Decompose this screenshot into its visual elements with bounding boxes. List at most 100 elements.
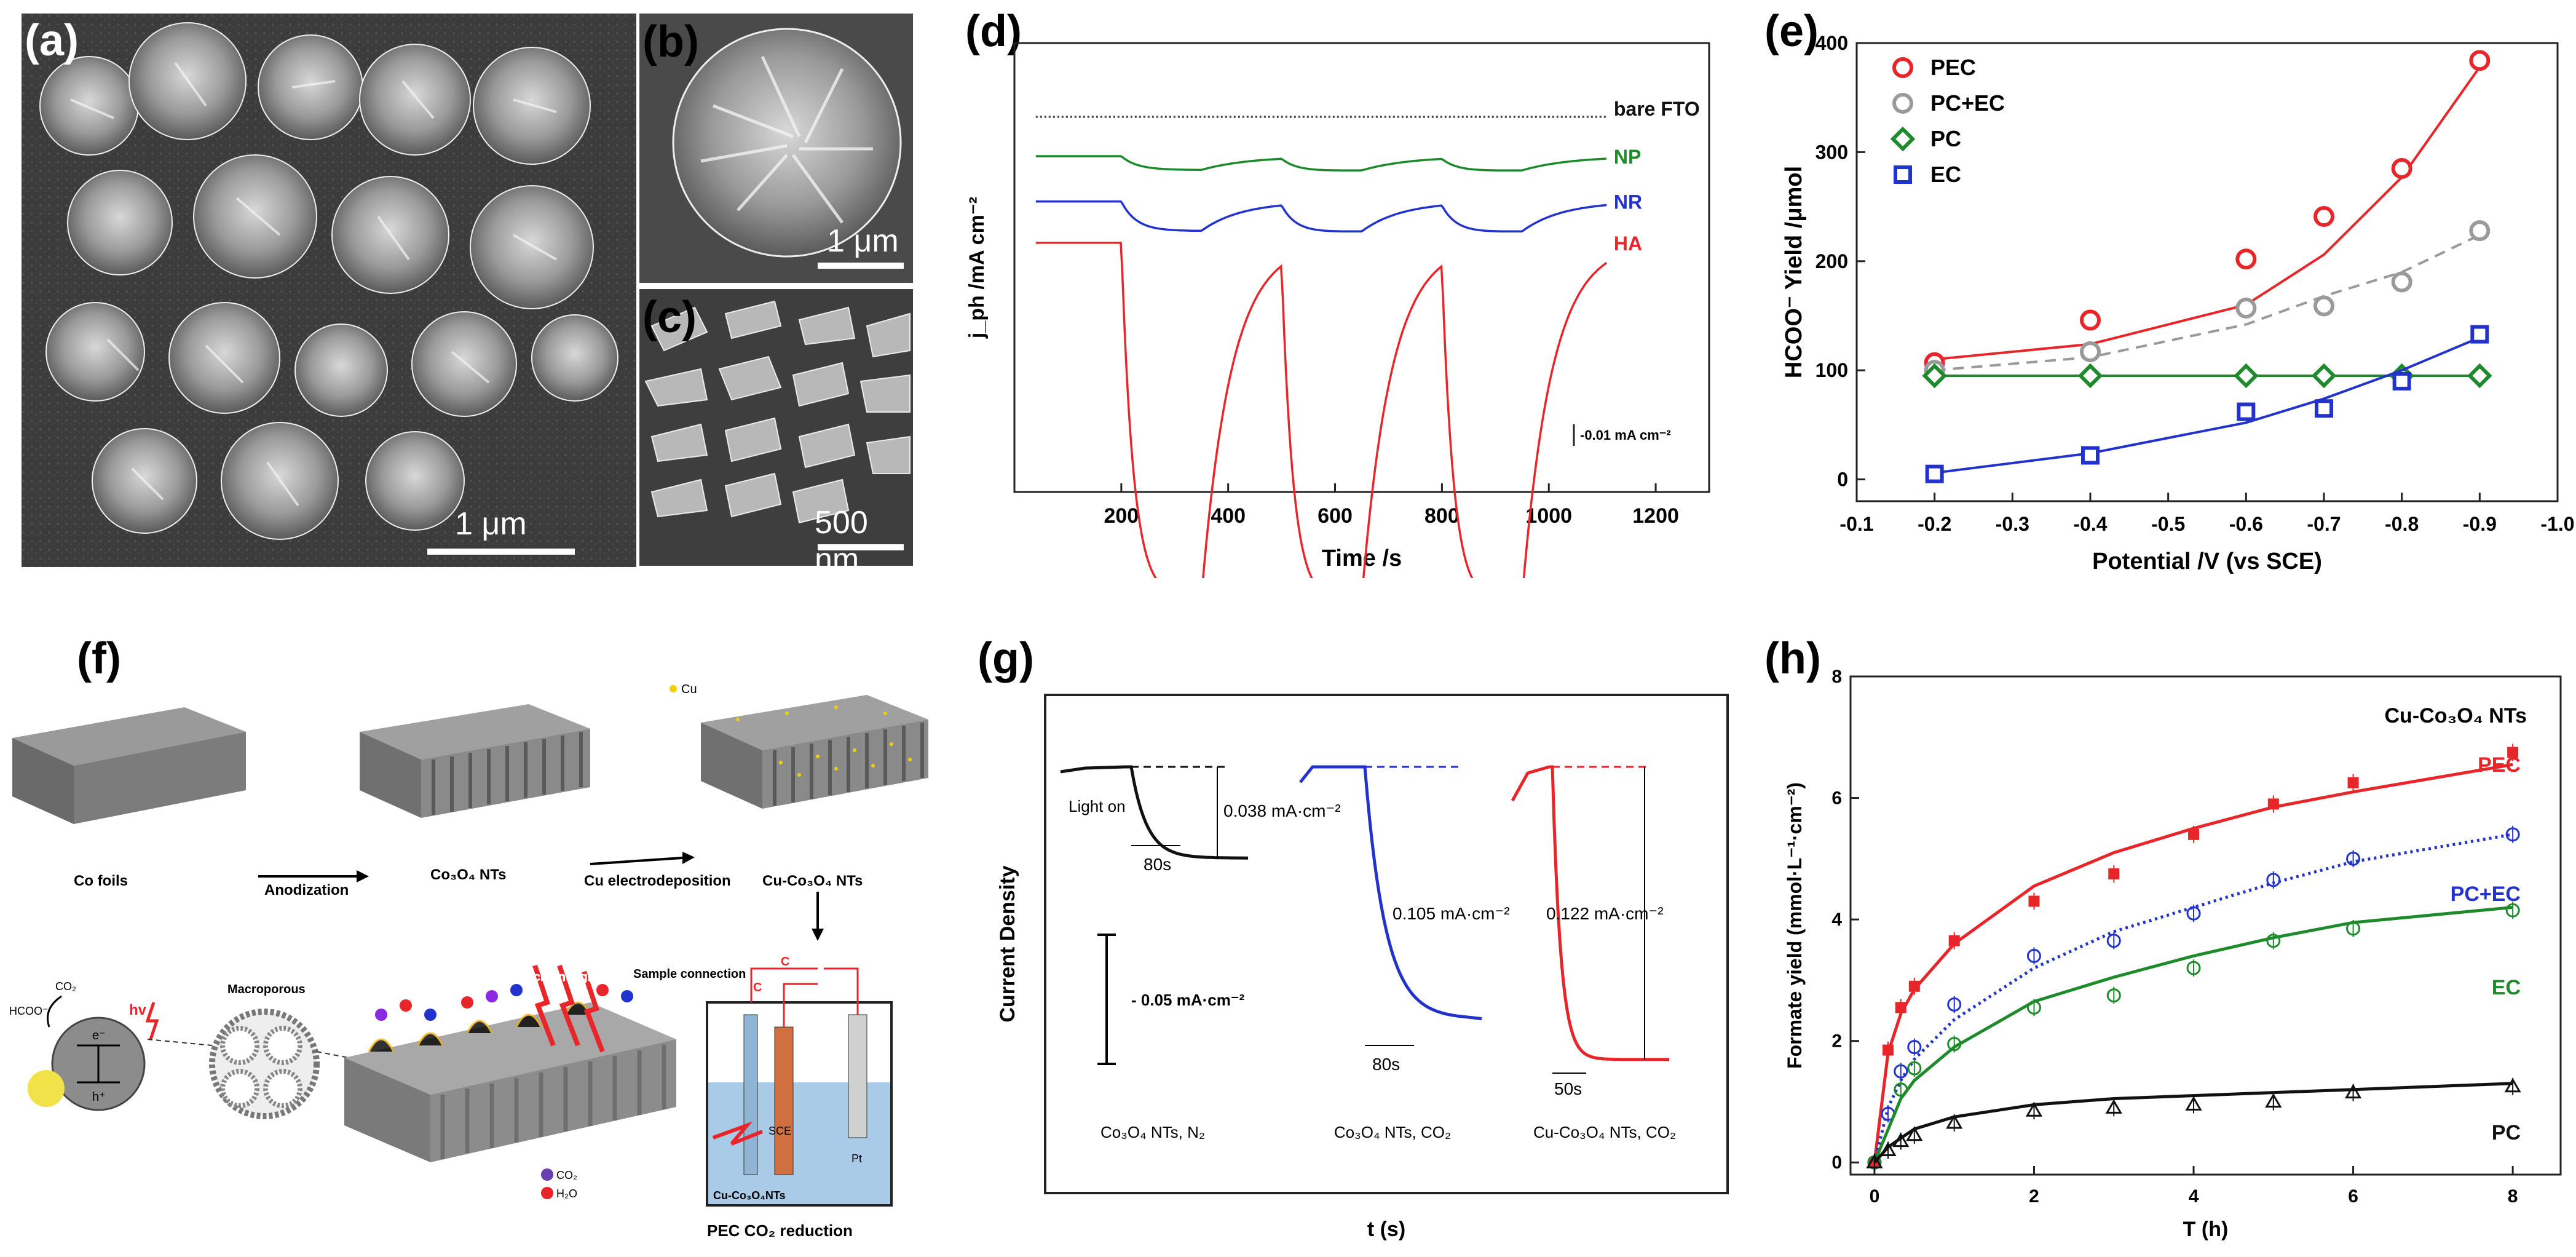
sem-texture-c xyxy=(639,289,913,566)
data-point-e xyxy=(2080,309,2101,331)
pt-label: Pt xyxy=(851,1152,862,1165)
fit-line-h-2 xyxy=(1873,905,2513,1164)
data-point-h xyxy=(1947,1037,1962,1052)
panel-label-c: (c) xyxy=(642,293,697,342)
data-point-h xyxy=(2106,934,2121,948)
x-axis-label-g: t (s) xyxy=(1367,1218,1405,1241)
co2-label: CO₂ xyxy=(55,980,76,993)
x-tick-label-e: -0.5 xyxy=(2151,513,2185,535)
panel-label-h: (h) xyxy=(1764,634,1821,683)
fit-line-e-1 xyxy=(1934,234,2481,372)
data-point-h xyxy=(2186,961,2201,975)
panel-label-b: (b) xyxy=(642,17,699,66)
data-point-e xyxy=(2080,341,2101,362)
pec-co2-reduction-title: PEC CO₂ reduction xyxy=(707,1221,853,1240)
legend-marker-e xyxy=(1890,126,1916,152)
scale-bar-label-d: -0.01 mA cm⁻² xyxy=(1580,427,1671,443)
incident-light-label: Incident light xyxy=(523,970,599,984)
series-label-d: HA xyxy=(1614,232,1642,255)
legend-label-e: PC+EC xyxy=(1930,90,2005,116)
x-axis-label-h: T (h) xyxy=(2183,1218,2229,1241)
data-point-e xyxy=(2315,399,2333,418)
y-axis-label-g: Current Density xyxy=(996,865,1019,1022)
e-minus-label: e⁻ xyxy=(92,1029,106,1042)
chart-g: t (s) Current Density - 0.05 mA·cm⁻² Co₃O₄ … xyxy=(996,694,1729,1241)
sem-texture-b xyxy=(639,14,913,283)
scale-bar-b xyxy=(818,263,904,269)
plot-frame-g xyxy=(1044,694,1729,1194)
y-tick-label-h: 6 xyxy=(1831,788,1842,809)
schematic-f: Co foils Anodization Co₃O₄ NTs Cu electr… xyxy=(9,683,928,1240)
data-point-h xyxy=(2344,1084,2362,1099)
panel-h: (h) 0 2 4 6 8 0 2 4 6 8 T (h) Formate yield (mmol·L… xyxy=(1758,621,2576,1257)
x-axis-label-d: Time /s xyxy=(1322,545,1402,571)
y-tick-label-e: 200 xyxy=(1815,250,1848,272)
cu-dot-legend-icon xyxy=(670,685,677,692)
chart-e: -0.1 -0.2 -0.3 -0.4 -0.5 -0.6 -0.7 -0.8 -0.9 -1.0… xyxy=(1781,32,2575,574)
y-tick-label-h: 2 xyxy=(1831,1031,1842,1052)
data-point-h xyxy=(2026,1000,2041,1015)
y-axis-label-d: j_ph /mA cm⁻² xyxy=(965,197,989,339)
data-point-h xyxy=(1946,1114,1963,1129)
data-point-h xyxy=(2188,828,2200,840)
fit-line-e-0 xyxy=(1934,66,2481,361)
delta-label-g-1: 0.038 mA·cm⁻² xyxy=(1223,801,1341,820)
data-point-h xyxy=(2185,1096,2202,1111)
sem-image-c: 500 nm xyxy=(639,289,913,566)
series-line-g-0 xyxy=(1060,765,1249,860)
series-label-d: NR xyxy=(1614,191,1642,213)
anodization-label: Anodization xyxy=(264,882,349,898)
panel-label-a: (a) xyxy=(25,16,79,65)
data-point-e xyxy=(2237,402,2256,421)
data-point-h xyxy=(2504,1077,2521,1093)
data-point-h xyxy=(1907,1061,1922,1076)
data-point-h xyxy=(2108,868,2120,880)
scale-label-b: 1 μm xyxy=(827,223,899,259)
co3o4-nts-block xyxy=(360,704,590,818)
data-point-e xyxy=(2469,50,2491,71)
panel-label-f: (f) xyxy=(77,634,121,683)
data-point-h xyxy=(1894,1082,1908,1097)
conversion-arrow xyxy=(47,995,62,1028)
data-point-h xyxy=(2025,1102,2043,1117)
data-point-h xyxy=(2265,1093,2282,1108)
data-point-h xyxy=(1948,935,1960,946)
x-tick-label-d: 1200 xyxy=(1632,504,1679,528)
scale-bar-a xyxy=(427,549,575,555)
y-tick-label-e: 300 xyxy=(1815,141,1848,163)
data-point-h xyxy=(1882,1044,1894,1056)
series-label-d: bare FTO xyxy=(1614,98,1700,120)
light-on-label-g: Light on xyxy=(1069,797,1126,815)
y-tick-label-h: 0 xyxy=(1831,1152,1842,1173)
x-tick-label-d: 800 xyxy=(1424,504,1460,528)
series-line-d-ha xyxy=(1035,242,1608,578)
c-label-2: C xyxy=(753,981,762,994)
x-tick-label-e: -0.9 xyxy=(2463,513,2497,535)
x-tick-label-d: 200 xyxy=(1104,504,1139,528)
data-point-h xyxy=(1906,1126,1923,1141)
data-point-h xyxy=(1947,997,1962,1012)
panel-a: 1 μm (a) xyxy=(0,0,652,572)
sem-image-b: 1 μm xyxy=(639,14,913,283)
y-axis-label-h: Formate yield (mmol·L⁻¹·cm⁻²) xyxy=(1784,782,1806,1069)
legend-label-e: EC xyxy=(1930,162,1961,187)
data-point-e xyxy=(2391,157,2412,179)
data-point-h xyxy=(2026,948,2041,963)
panel-label-g: (g) xyxy=(978,634,1034,683)
series-label-d: NP xyxy=(1614,146,1641,168)
x-tick-label-e: -0.1 xyxy=(1839,513,1873,535)
delta-label-g-3: 0.122 mA·cm⁻² xyxy=(1546,904,1664,923)
c-label-1: C xyxy=(781,955,789,969)
data-point-e xyxy=(2467,363,2492,389)
series-line-d-nr xyxy=(1035,200,1607,233)
pec-cell xyxy=(706,967,893,1207)
data-point-e xyxy=(2235,248,2257,270)
delta-label-g-2: 0.105 mA·cm⁻² xyxy=(1393,904,1510,923)
x-tick-label-h: 0 xyxy=(1870,1186,1880,1207)
series-line-g-2 xyxy=(1511,765,1670,1061)
sample-connection-label: Sample connection xyxy=(633,967,746,981)
x-tick-label-d: 600 xyxy=(1318,504,1353,528)
series-label-h: PC+EC xyxy=(2451,882,2521,906)
data-point-e xyxy=(2081,446,2100,465)
scale-label-a: 1 μm xyxy=(455,506,527,542)
